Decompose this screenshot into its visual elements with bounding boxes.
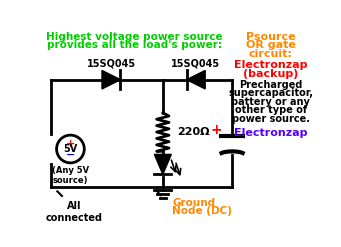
Text: Psource: Psource xyxy=(246,32,295,42)
Text: OR gate: OR gate xyxy=(246,41,296,50)
Text: 5V: 5V xyxy=(63,144,77,154)
Text: 15SQ045: 15SQ045 xyxy=(172,59,221,69)
Text: Ground: Ground xyxy=(172,198,215,208)
Text: 220Ω: 220Ω xyxy=(177,127,209,137)
Text: 15SQ045: 15SQ045 xyxy=(87,59,136,69)
Text: +: + xyxy=(66,139,75,149)
Text: Electronzap: Electronzap xyxy=(234,61,307,70)
Text: supercapacitor,: supercapacitor, xyxy=(228,88,313,98)
Text: Node (DC): Node (DC) xyxy=(172,206,232,216)
Text: −: − xyxy=(66,149,75,159)
Text: other type of: other type of xyxy=(235,105,307,115)
Text: provides all the load's power:: provides all the load's power: xyxy=(47,41,222,50)
Text: power source.: power source. xyxy=(232,114,310,124)
Text: circuit:: circuit: xyxy=(249,49,293,59)
Text: (backup): (backup) xyxy=(243,69,298,79)
Text: (Any 5V
source): (Any 5V source) xyxy=(52,166,89,185)
Polygon shape xyxy=(187,70,205,89)
Text: Precharged: Precharged xyxy=(239,80,302,90)
Text: Highest voltage power source: Highest voltage power source xyxy=(46,32,223,42)
Text: +: + xyxy=(211,123,223,137)
Polygon shape xyxy=(154,154,171,174)
Text: battery or any: battery or any xyxy=(231,97,310,107)
Polygon shape xyxy=(102,70,120,89)
Text: Electronzap: Electronzap xyxy=(234,128,307,138)
Text: All
connected: All connected xyxy=(46,201,103,223)
